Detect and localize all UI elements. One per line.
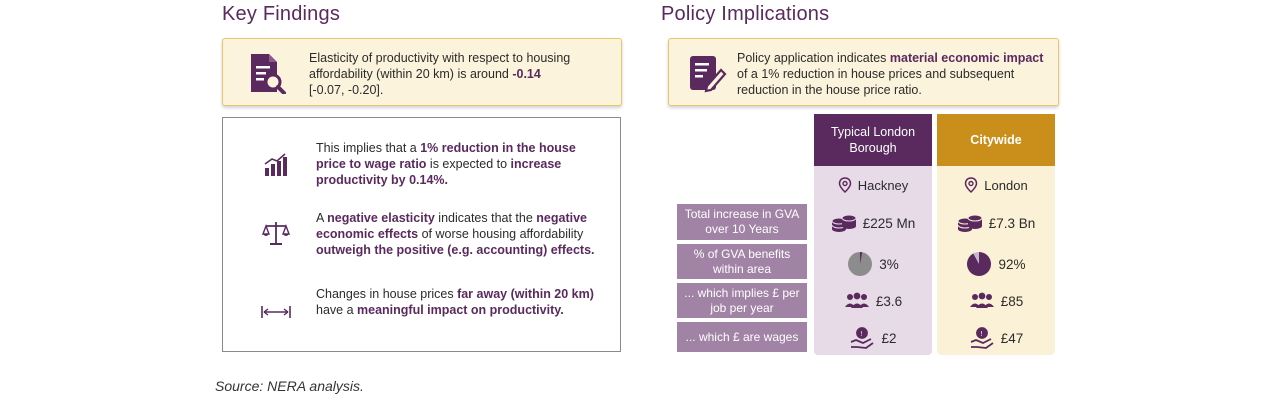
row-label-wages: ... which £ are wages — [677, 322, 807, 352]
policy-implications-title: Policy Implications — [661, 3, 830, 25]
pie-icon — [848, 251, 873, 276]
confidence-interval: [-0.07, -0.20]. — [309, 83, 384, 97]
citywide-column — [937, 166, 1055, 355]
callout-line1: Elasticity of productivity with respect … — [309, 51, 571, 65]
svg-text:!: ! — [980, 330, 983, 338]
hackney-per-job-value: £3.6 — [814, 286, 932, 316]
finding-2: A negative elasticity indicates that the… — [316, 211, 595, 257]
location-london: London — [937, 172, 1055, 198]
london-wages-value: ! £47 — [937, 322, 1055, 354]
row-label-gva-increase: Total increase in GVA over 10 Years — [677, 204, 807, 240]
finding-1: This implies that a 1% reduction in the … — [316, 141, 576, 187]
key-findings-callout: Elasticity of productivity with respect … — [222, 38, 622, 106]
callout-line2: affordability (within 20 km) is around — [309, 67, 513, 81]
source-note: Source: NERA analysis. — [215, 378, 364, 394]
coins-icon — [957, 214, 983, 232]
findings-box: This implies that a 1% reduction in the … — [222, 117, 621, 352]
document-edit-icon — [685, 51, 729, 95]
header-typical-borough: Typical London Borough — [814, 114, 932, 166]
elasticity-value: -0.14 — [512, 67, 541, 81]
hackney-share-value: 3% — [814, 249, 932, 279]
people-icon — [969, 292, 994, 308]
row-label-gva-share: % of GVA benefits within area — [677, 244, 807, 279]
policy-callout: Policy application indicates material ec… — [668, 38, 1059, 106]
pie-icon — [967, 252, 992, 276]
document-search-icon — [245, 51, 289, 95]
hand-coin-icon: ! — [970, 327, 994, 349]
svg-text:!: ! — [860, 330, 863, 338]
london-per-job-value: £85 — [937, 286, 1055, 316]
hackney-gva-value: £225 Mn — [814, 208, 932, 238]
hand-coin-icon: ! — [851, 327, 875, 349]
london-share-value: 92% — [937, 249, 1055, 279]
header-citywide: Citywide — [937, 114, 1055, 166]
hackney-column — [814, 166, 932, 355]
pie-slice-hackney — [860, 251, 863, 264]
bar-chart-icon — [261, 150, 291, 180]
location-pin-icon — [965, 177, 978, 193]
location-pin-icon — [838, 177, 851, 193]
location-hackney: Hackney — [814, 172, 932, 198]
policy-callout-text: Policy application indicates material ec… — [737, 51, 1044, 97]
coins-icon — [831, 214, 857, 232]
balance-scale-icon — [261, 218, 291, 248]
people-icon — [844, 292, 869, 308]
key-findings-callout-text: Elasticity of productivity with respect … — [309, 50, 609, 98]
hackney-wages-value: ! £2 — [814, 322, 932, 354]
row-label-per-job: ... which implies £ per job per year — [677, 283, 807, 318]
finding-3: Changes in house prices far away (within… — [316, 287, 594, 317]
london-gva-value: £7.3 Bn — [937, 208, 1055, 238]
distance-icon — [259, 300, 293, 324]
pie-slice-london — [967, 252, 992, 276]
key-findings-title: Key Findings — [222, 3, 341, 25]
